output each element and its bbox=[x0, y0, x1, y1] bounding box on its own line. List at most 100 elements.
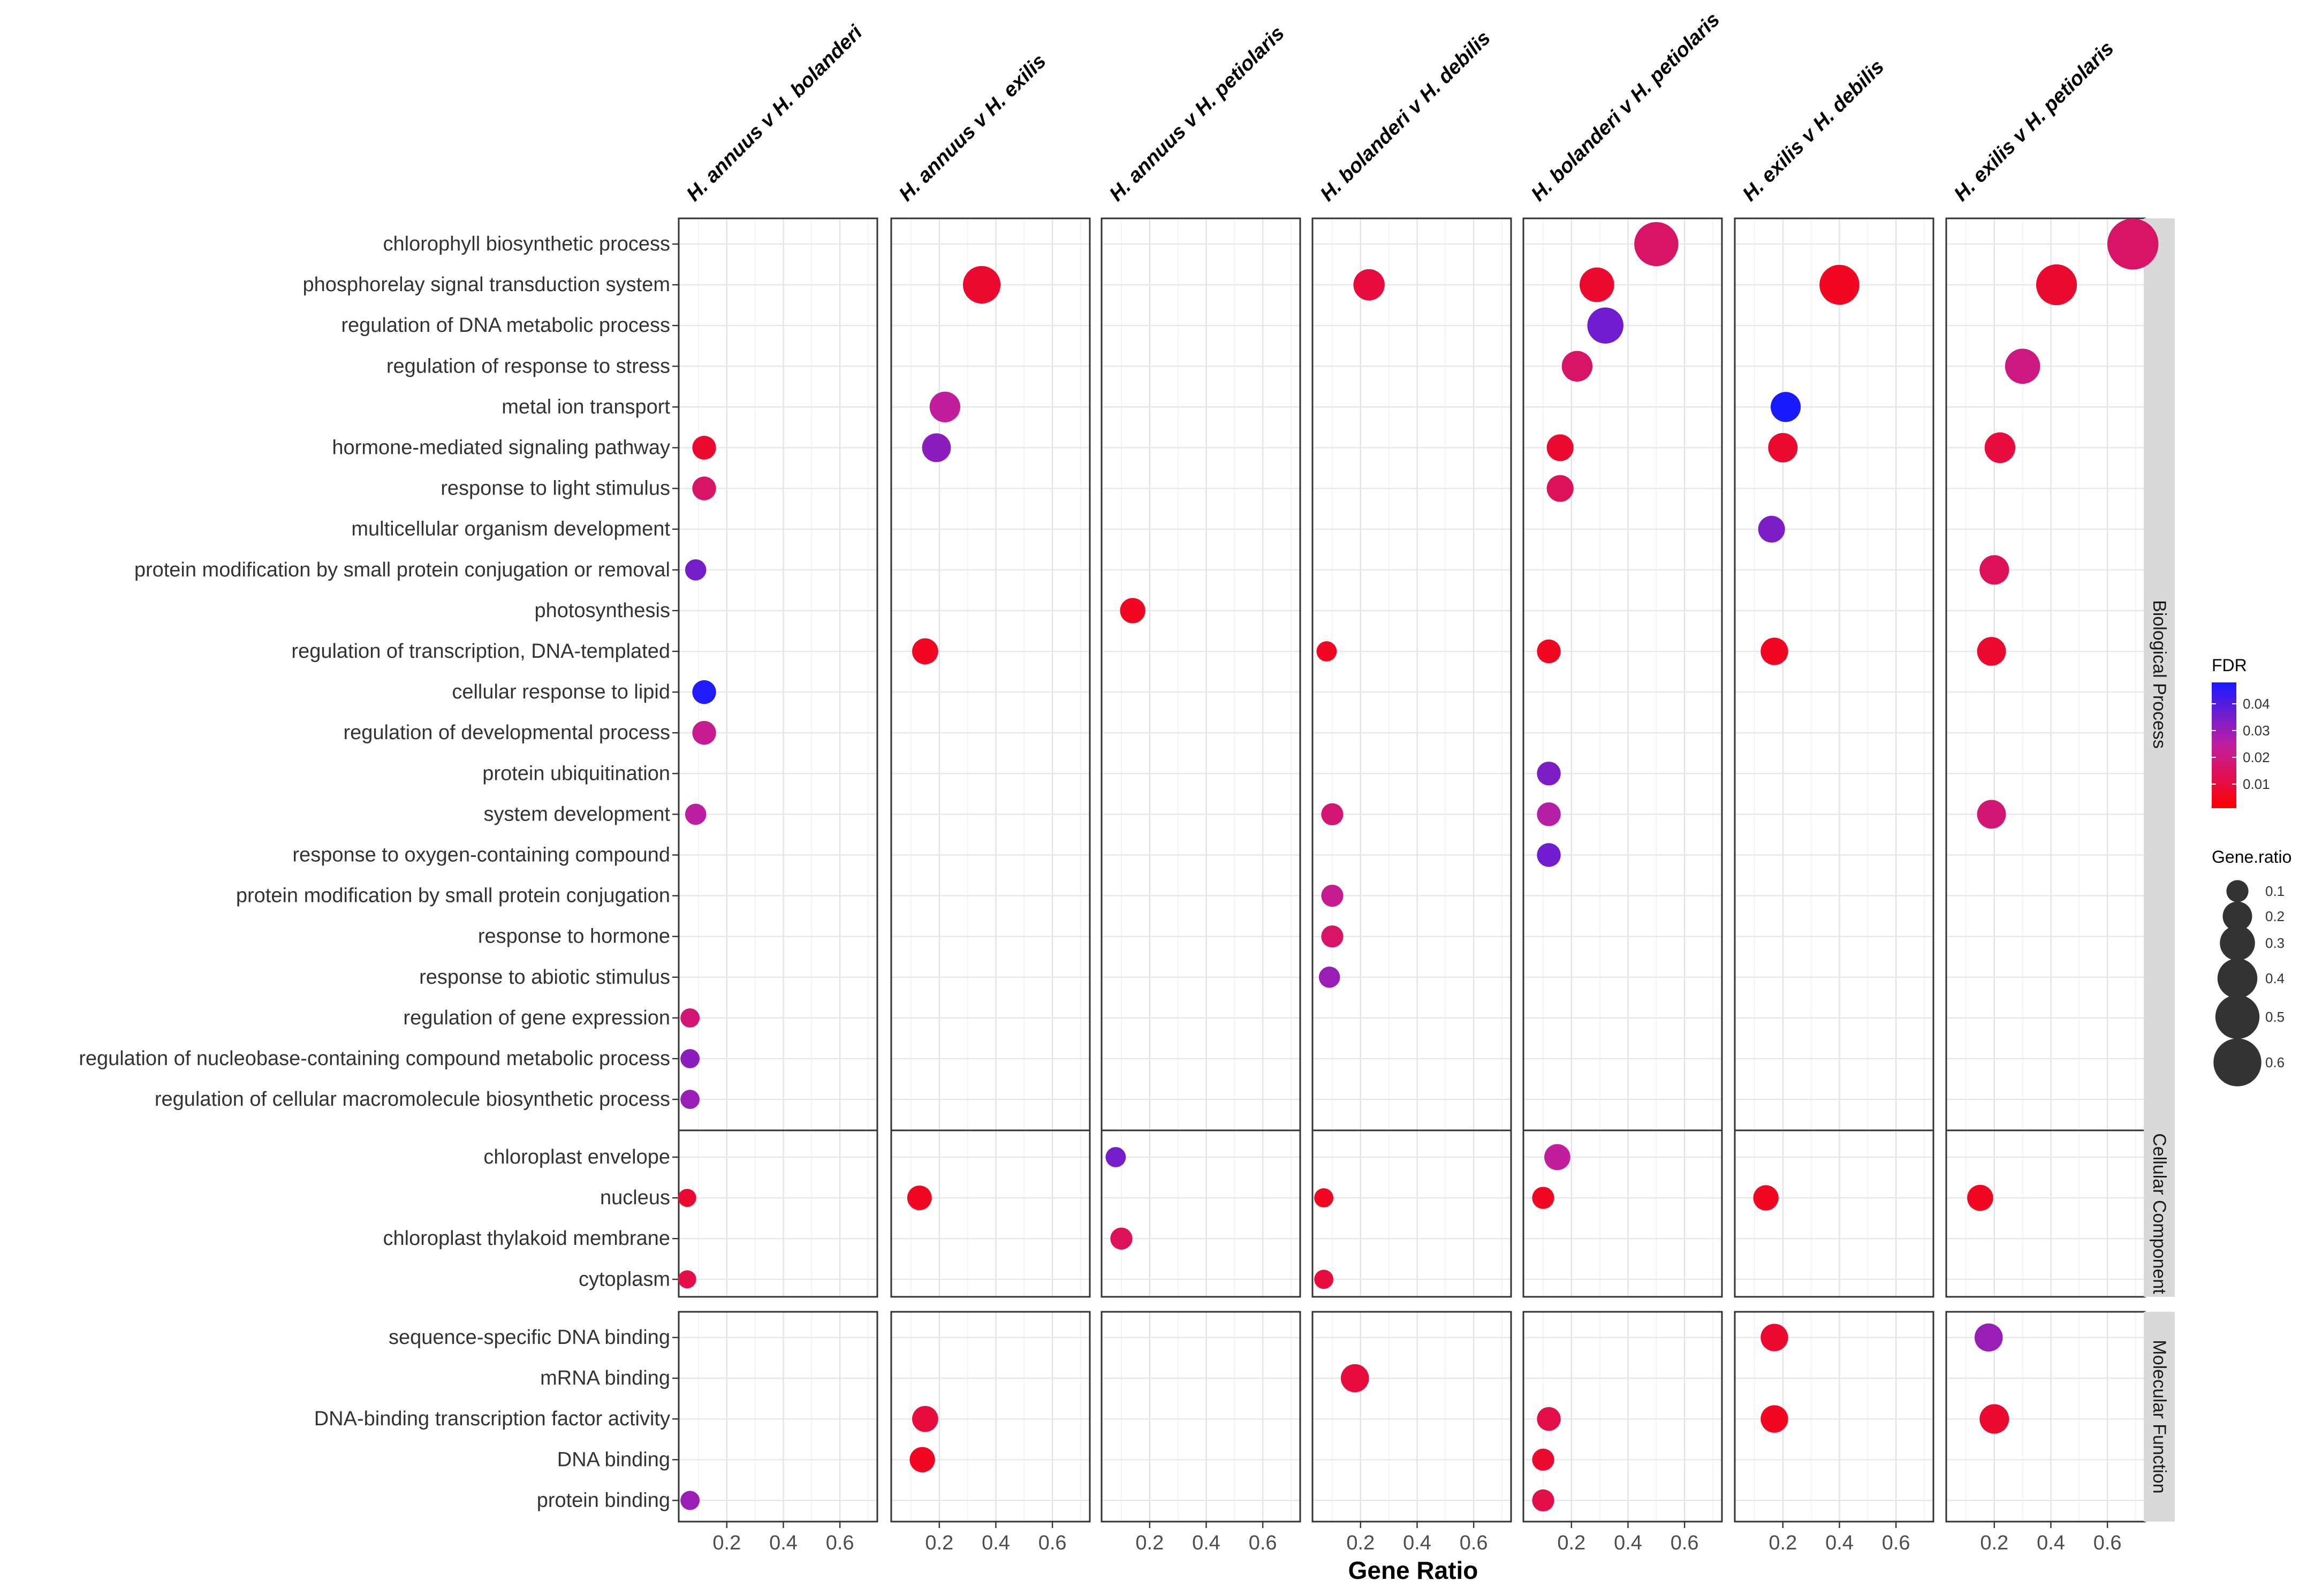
panel-border bbox=[1734, 1311, 1934, 1523]
term-label: response to hormone bbox=[478, 925, 670, 948]
data-point bbox=[685, 803, 707, 825]
panel-background bbox=[1102, 218, 1300, 1130]
data-point bbox=[1974, 1323, 2003, 1352]
data-point bbox=[1321, 925, 1344, 948]
data-point bbox=[1771, 392, 1801, 422]
panel-border bbox=[1311, 1311, 1512, 1523]
data-point bbox=[1760, 1405, 1788, 1433]
term-label: regulation of gene expression bbox=[403, 1007, 670, 1029]
data-point bbox=[1544, 1144, 1570, 1171]
legend-size-key bbox=[2217, 958, 2258, 999]
data-point bbox=[1546, 475, 1574, 502]
term-label: regulation of response to stress bbox=[386, 355, 670, 377]
data-point bbox=[1753, 1185, 1779, 1211]
data-point bbox=[1977, 800, 2006, 829]
term-label: metal ion transport bbox=[502, 396, 670, 418]
data-point bbox=[2036, 264, 2077, 306]
panel-background bbox=[1102, 1312, 1300, 1522]
data-point bbox=[1105, 1147, 1126, 1167]
panel-border bbox=[678, 1311, 878, 1523]
legend-size-key bbox=[2222, 901, 2252, 931]
column-title: H. exilis v H. petiolaris bbox=[1950, 37, 2119, 206]
facet-strip-background bbox=[2144, 218, 2175, 1130]
x-tick-label: 0.2 bbox=[1346, 1532, 1375, 1554]
fdr-tick-label: 0.02 bbox=[2243, 749, 2270, 765]
term-label: chlorophyll biosynthetic process bbox=[383, 233, 671, 255]
legend-size-label: 0.3 bbox=[2265, 935, 2285, 951]
data-point bbox=[922, 433, 951, 462]
x-tick-label: 0.4 bbox=[982, 1532, 1010, 1554]
data-point bbox=[680, 1491, 700, 1510]
data-point bbox=[1537, 1407, 1561, 1431]
panel-border bbox=[1522, 1129, 1723, 1298]
facet-strip-label: Cellular Component bbox=[2149, 1133, 2169, 1294]
data-point bbox=[685, 559, 707, 581]
column-title: H. annuus v H. bolanderi bbox=[682, 21, 868, 206]
fdr-tick-label: 0.03 bbox=[2243, 723, 2270, 739]
column-title: H. bolanderi v H. debilis bbox=[1316, 27, 1495, 206]
term-label: system development bbox=[484, 803, 671, 825]
term-label: protein modification by small protein co… bbox=[134, 559, 670, 581]
x-tick-label: 0.4 bbox=[1614, 1532, 1642, 1554]
data-point bbox=[678, 1270, 696, 1289]
data-point bbox=[1979, 555, 2009, 585]
data-point bbox=[1110, 1227, 1133, 1250]
term-label: multicellular organism development bbox=[351, 518, 670, 541]
panel-background bbox=[891, 1130, 1090, 1297]
data-point bbox=[1340, 1364, 1369, 1393]
panel-border bbox=[1522, 1311, 1723, 1523]
x-tick-label: 0.6 bbox=[826, 1532, 854, 1554]
term-label: regulation of DNA metabolic process bbox=[341, 314, 670, 337]
data-point bbox=[2005, 348, 2040, 384]
x-tick-label: 0.2 bbox=[1769, 1532, 1797, 1554]
x-tick-label: 0.6 bbox=[1671, 1532, 1699, 1554]
panel-background bbox=[1312, 1312, 1511, 1522]
data-point bbox=[1984, 432, 2016, 463]
data-point bbox=[1537, 639, 1561, 664]
data-point bbox=[1318, 967, 1340, 988]
data-point bbox=[912, 1405, 938, 1432]
legend-size-key bbox=[2213, 1038, 2262, 1086]
x-tick-label: 0.6 bbox=[1460, 1532, 1488, 1554]
term-label: DNA binding bbox=[557, 1448, 670, 1471]
panel-background bbox=[1523, 218, 1722, 1130]
data-point bbox=[907, 1185, 932, 1211]
data-point bbox=[680, 1008, 700, 1028]
data-point bbox=[2107, 218, 2159, 270]
panel-background bbox=[679, 1130, 877, 1297]
data-point bbox=[1580, 267, 1614, 302]
panel-border bbox=[678, 1129, 878, 1298]
term-label: regulation of cellular macromolecule bio… bbox=[155, 1088, 670, 1111]
data-point bbox=[1321, 803, 1344, 826]
data-point bbox=[1532, 1489, 1554, 1512]
data-point bbox=[912, 638, 938, 665]
x-tick-label: 0.6 bbox=[1249, 1532, 1277, 1554]
panel-border bbox=[890, 1129, 1091, 1298]
fdr-tick-label: 0.01 bbox=[2243, 776, 2270, 792]
column-title: H. exilis v H. debilis bbox=[1739, 56, 1889, 206]
panel-background bbox=[679, 218, 877, 1130]
data-point bbox=[1758, 515, 1785, 543]
legend-size-key bbox=[2215, 994, 2260, 1039]
panel-background bbox=[891, 218, 1090, 1130]
data-point bbox=[1760, 1324, 1788, 1351]
x-tick-label: 0.2 bbox=[1135, 1532, 1164, 1554]
panel-background bbox=[1312, 218, 1511, 1130]
panel-background bbox=[1946, 1130, 2145, 1297]
x-tick-label: 0.4 bbox=[1403, 1532, 1431, 1554]
data-point bbox=[1979, 1404, 2009, 1434]
data-point bbox=[929, 391, 961, 423]
facet-strip-background bbox=[2144, 1312, 2175, 1522]
legend-fdr-title: FDR bbox=[2212, 656, 2247, 675]
legend-size-label: 0.2 bbox=[2265, 908, 2285, 924]
panel-border bbox=[1101, 1311, 1301, 1523]
data-point bbox=[1967, 1184, 1993, 1211]
term-label: chloroplast envelope bbox=[483, 1146, 670, 1168]
data-point bbox=[1546, 434, 1574, 461]
term-label: photosynthesis bbox=[535, 599, 671, 622]
facet-strip-label: Biological Process bbox=[2149, 600, 2169, 749]
term-label: sequence-specific DNA binding bbox=[389, 1326, 670, 1349]
data-point bbox=[962, 265, 1001, 304]
